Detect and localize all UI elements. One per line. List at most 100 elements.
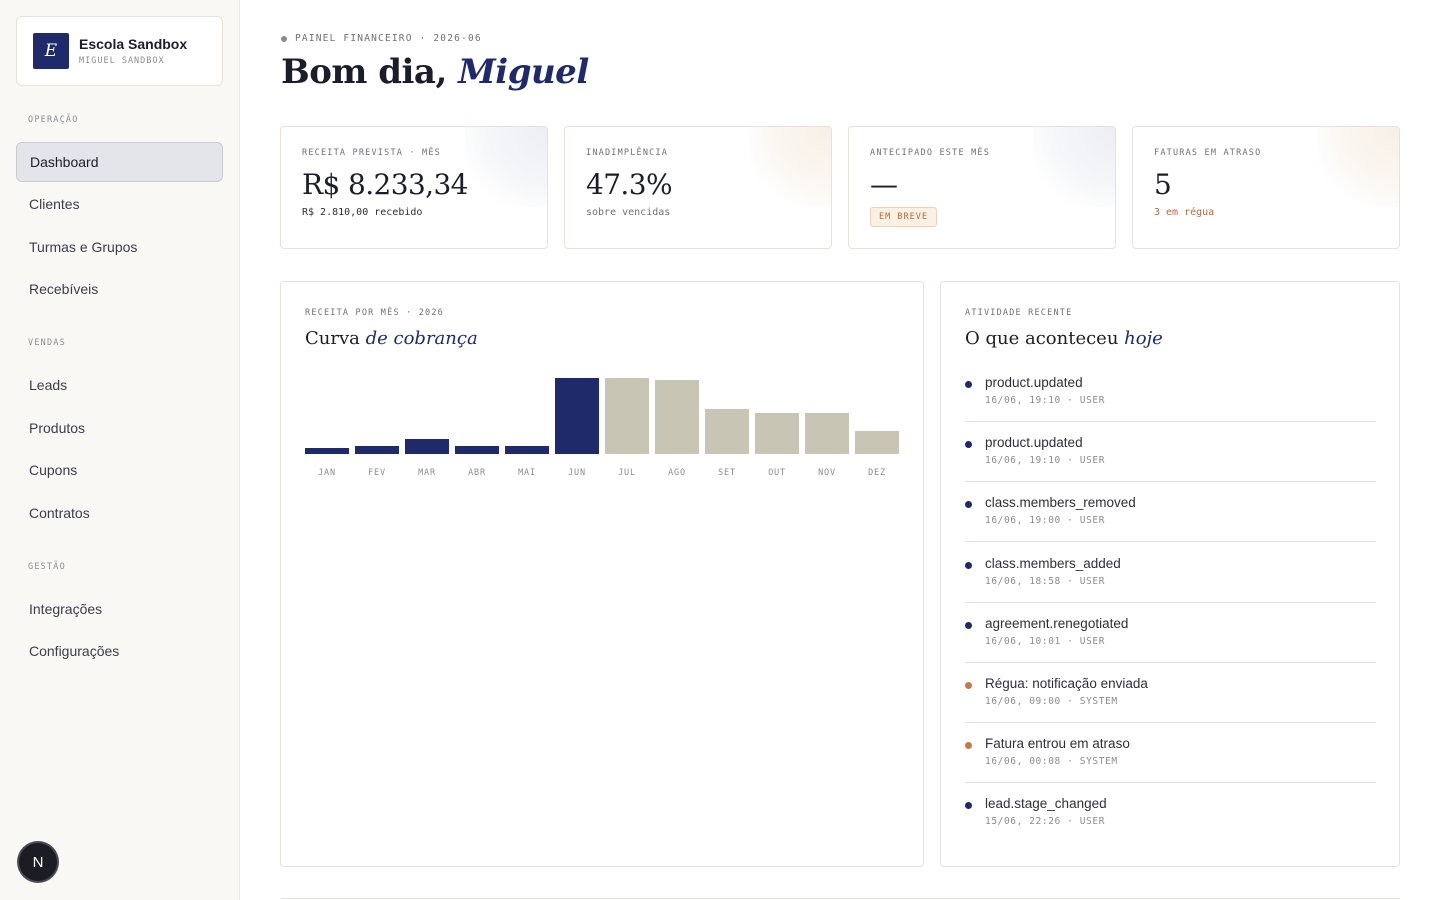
kpi-faturas-atraso: FATURAS EM ATRASO 5 3 em régua xyxy=(1132,126,1400,249)
activity-title: product.updated xyxy=(985,435,1083,450)
tick-label-jun: JUN xyxy=(568,468,586,478)
dev-tools-badge[interactable]: N xyxy=(19,843,57,881)
sidebar-item-turmas[interactable]: Turmas e Grupos xyxy=(29,239,138,255)
tick-label-fev: FEV xyxy=(368,468,386,478)
activity-title: class.members_removed xyxy=(985,495,1136,510)
kpi-inadimplencia: INADIMPLÊNCIA 47.3% sobre vencidas xyxy=(564,126,832,249)
activity-title: agreement.renegotiated xyxy=(985,616,1129,631)
activity-meta: 15/06, 22:26 · USER xyxy=(985,816,1106,827)
revenue-bar-chart: JAN FEV MAR ABR MAI JUN JUL AGO SET OUT NOV DEZ xyxy=(305,378,899,478)
bar-jun[interactable] xyxy=(555,378,599,454)
panel-title-em: hoje xyxy=(1124,328,1163,349)
sidebar-item-contratos[interactable]: Contratos xyxy=(29,505,90,521)
activity-title: lead.stage_changed xyxy=(985,796,1107,811)
tick-label-mar: MAR xyxy=(418,468,436,478)
section-label-operacao: OPERAÇÃO xyxy=(28,115,79,125)
bar-mai[interactable] xyxy=(505,446,549,454)
sidebar-item-cupons[interactable]: Cupons xyxy=(29,462,78,478)
org-info: Escola Sandbox MIGUEL SANDBOX xyxy=(79,36,187,66)
bar-mar[interactable] xyxy=(405,439,449,454)
coming-soon-badge: EM BREVE xyxy=(870,207,937,227)
kpi-label: INADIMPLÊNCIA xyxy=(586,148,669,158)
activity-title: Fatura entrou em atraso xyxy=(985,736,1130,751)
bar-out[interactable] xyxy=(755,413,799,454)
panel-title-prefix: O que aconteceu xyxy=(965,328,1119,349)
page-title: Bom dia, Miguel xyxy=(281,52,589,92)
greeting-prefix: Bom dia, xyxy=(281,52,447,92)
tick-label-dez: DEZ xyxy=(868,468,886,478)
activity-item[interactable]: product.updated 16/06, 19:10 · USER xyxy=(965,362,1376,422)
sidebar: E Escola Sandbox MIGUEL SANDBOX OPERAÇÃO… xyxy=(0,0,240,900)
section-label-vendas: VENDAS xyxy=(28,338,66,348)
kpi-sub: sobre vencidas xyxy=(586,207,671,218)
tick-label-nov: NOV xyxy=(818,468,836,478)
kpi-label: FATURAS EM ATRASO xyxy=(1154,148,1262,158)
org-switcher[interactable]: E Escola Sandbox MIGUEL SANDBOX xyxy=(16,16,223,86)
tick-label-jan: JAN xyxy=(318,468,336,478)
panel-label: ATIVIDADE RECENTE xyxy=(965,308,1073,318)
activity-dot-icon xyxy=(965,441,972,448)
bar-ago[interactable] xyxy=(655,380,699,454)
activity-item[interactable]: class.members_removed 16/06, 19:00 · USE… xyxy=(965,482,1376,542)
bar-dez[interactable] xyxy=(855,431,899,454)
kpi-receita-prevista: RECEITA PREVISTA · MÊS R$ 8.233,34 R$ 2.… xyxy=(280,126,548,249)
activity-meta: 16/06, 00:08 · SYSTEM xyxy=(985,756,1118,767)
kpi-value: 47.3% xyxy=(586,168,673,201)
bar-jan[interactable] xyxy=(305,448,349,454)
card-decoration xyxy=(749,127,831,207)
bar-fev[interactable] xyxy=(355,446,399,454)
sidebar-item-integracoes[interactable]: Integrações xyxy=(29,601,103,617)
bar-abr[interactable] xyxy=(455,446,499,454)
eyebrow-text: PAINEL FINANCEIRO · 2026-06 xyxy=(295,33,482,44)
activity-item[interactable]: Fatura entrou em atraso 16/06, 00:08 · S… xyxy=(965,723,1376,783)
section-label-gestao: GESTÃO xyxy=(28,562,66,572)
activity-title: product.updated xyxy=(985,375,1083,390)
tick-label-jul: JUL xyxy=(618,468,636,478)
activity-item[interactable]: lead.stage_changed 15/06, 22:26 · USER xyxy=(965,783,1376,843)
greeting-name: Miguel xyxy=(458,52,589,92)
org-name: Escola Sandbox xyxy=(79,36,188,52)
activity-dot-icon xyxy=(965,381,972,388)
activity-title: class.members_added xyxy=(985,556,1121,571)
activity-dot-icon xyxy=(965,802,972,809)
kpi-antecipado: ANTECIPADO ESTE MÊS — EM BREVE xyxy=(848,126,1116,249)
activity-meta: 16/06, 19:10 · USER xyxy=(985,455,1106,466)
activity-item[interactable]: agreement.renegotiated 16/06, 10:01 · US… xyxy=(965,603,1376,663)
activity-dot-icon xyxy=(965,622,972,629)
sidebar-item-produtos[interactable]: Produtos xyxy=(29,420,86,436)
bar-set[interactable] xyxy=(705,409,749,454)
activity-item[interactable]: Régua: notificação enviada 16/06, 09:00 … xyxy=(965,663,1376,723)
activity-meta: 16/06, 19:00 · USER xyxy=(985,515,1106,526)
sidebar-item-clientes[interactable]: Clientes xyxy=(29,196,80,212)
panel-title: Curva de cobrança xyxy=(305,328,478,349)
kpi-value: R$ 8.233,34 xyxy=(302,168,468,201)
activity-meta: 16/06, 18:58 · USER xyxy=(985,576,1106,587)
activity-panel: ATIVIDADE RECENTE O que aconteceu hoje p… xyxy=(940,281,1400,867)
bar-nov[interactable] xyxy=(805,413,849,454)
tick-label-out: OUT xyxy=(768,468,786,478)
tick-label-mai: MAI xyxy=(518,468,536,478)
org-logo: E xyxy=(33,33,69,69)
kpi-label: ANTECIPADO ESTE MÊS xyxy=(870,148,991,158)
activity-title: Régua: notificação enviada xyxy=(985,676,1148,691)
bar-jul[interactable] xyxy=(605,378,649,454)
activity-item[interactable]: product.updated 16/06, 19:10 · USER xyxy=(965,422,1376,482)
sidebar-item-leads[interactable]: Leads xyxy=(29,377,68,393)
kpi-label: RECEITA PREVISTA · MÊS xyxy=(302,148,441,158)
page-eyebrow: PAINEL FINANCEIRO · 2026-06 xyxy=(281,33,482,44)
activity-item[interactable]: class.members_added 16/06, 18:58 · USER xyxy=(965,543,1376,603)
sidebar-item-recebiveis[interactable]: Recebíveis xyxy=(29,281,99,297)
activity-dot-icon xyxy=(965,562,972,569)
kpi-value: — xyxy=(870,168,898,201)
panel-label: RECEITA POR MÊS · 2026 xyxy=(305,308,444,318)
activity-meta: 16/06, 19:10 · USER xyxy=(985,395,1106,406)
section-divider xyxy=(281,898,1400,899)
sidebar-item-dashboard[interactable]: Dashboard xyxy=(16,142,223,182)
activity-dot-icon xyxy=(965,742,972,749)
sidebar-item-configuracoes[interactable]: Configurações xyxy=(29,643,120,659)
card-decoration xyxy=(1033,127,1115,207)
org-user: MIGUEL SANDBOX xyxy=(79,56,165,66)
panel-title: O que aconteceu hoje xyxy=(965,328,1163,349)
tick-label-abr: ABR xyxy=(468,468,486,478)
panel-title-prefix: Curva xyxy=(305,328,360,349)
